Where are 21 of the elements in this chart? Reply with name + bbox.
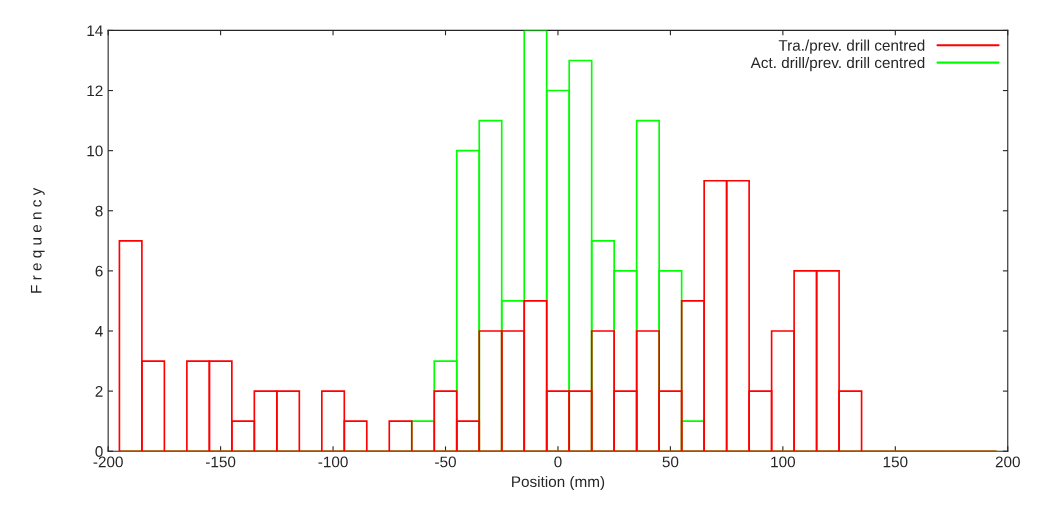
y-tick-label: 4 [95,326,103,337]
x-axis-title: Position (mm) [512,475,605,491]
x-tick-label: 150 [883,456,908,468]
x-tick-label: -50 [435,456,456,468]
x-tick-label: 200 [995,456,1020,468]
y-axis-title: F r e q u e n c y [30,187,45,293]
x-tick-label: -150 [206,456,236,468]
y-tick-label: 6 [95,265,103,277]
x-tick-label: -200 [93,456,123,468]
y-tick-label: 10 [87,145,103,157]
x-tick-label: 0 [554,456,562,468]
legend-label: Tra./prev. drill centred [778,39,925,54]
y-tick-label: 12 [87,85,103,97]
x-tick-label: 100 [771,456,796,468]
x-tick-label: 50 [662,456,679,468]
x-tick-label: -100 [318,456,348,468]
y-tick-label: 2 [95,385,103,397]
y-tick-label: 14 [87,25,103,36]
y-tick-label: 8 [95,205,103,217]
y-tick-label: 0 [95,446,103,457]
legend-label: Act. drill/prev. drill centred [750,56,925,72]
